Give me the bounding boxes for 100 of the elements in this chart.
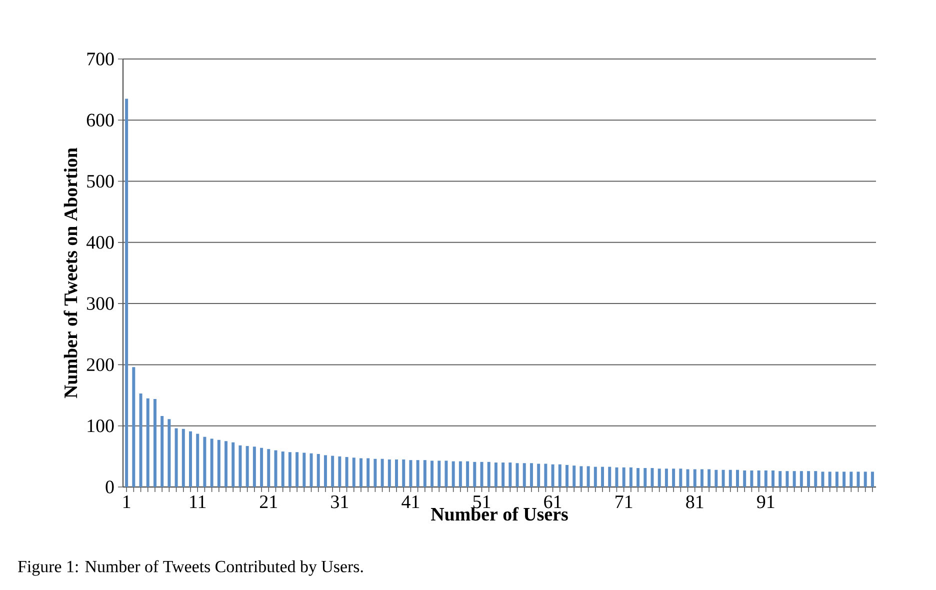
y-tick-label: 300 bbox=[87, 297, 114, 310]
bar bbox=[238, 445, 242, 487]
bar bbox=[296, 452, 299, 487]
bar bbox=[537, 464, 540, 487]
bar bbox=[395, 459, 398, 487]
bar bbox=[288, 452, 292, 487]
bar bbox=[345, 457, 348, 487]
bar bbox=[544, 464, 548, 487]
bar bbox=[558, 464, 562, 487]
bar bbox=[644, 468, 647, 487]
bar bbox=[416, 460, 420, 487]
bar bbox=[182, 428, 185, 487]
bar bbox=[586, 466, 590, 487]
x-tick-label: 81 bbox=[686, 496, 704, 508]
y-axis-title: Number of Tweets on Abortion bbox=[64, 148, 78, 398]
bar bbox=[821, 472, 824, 487]
bar bbox=[551, 464, 554, 487]
bar bbox=[338, 456, 342, 487]
bar bbox=[366, 458, 370, 487]
bar bbox=[864, 472, 867, 487]
bar bbox=[267, 449, 270, 487]
bar bbox=[260, 448, 264, 487]
bar bbox=[629, 467, 632, 487]
bar bbox=[487, 462, 490, 487]
bar bbox=[168, 419, 171, 487]
bar bbox=[870, 472, 874, 487]
bar bbox=[800, 471, 803, 487]
bar bbox=[331, 456, 334, 487]
bar bbox=[310, 453, 313, 487]
bar bbox=[402, 459, 406, 487]
y-tick-label: 400 bbox=[86, 236, 114, 249]
bar bbox=[160, 416, 164, 487]
bar bbox=[664, 468, 668, 487]
x-tick-label: 71 bbox=[616, 496, 632, 508]
bar bbox=[302, 452, 306, 487]
bar bbox=[814, 471, 818, 487]
bar bbox=[196, 434, 200, 487]
bar bbox=[125, 98, 128, 487]
bar bbox=[722, 470, 725, 487]
bar bbox=[757, 470, 760, 487]
bar bbox=[452, 461, 455, 487]
bar bbox=[324, 455, 327, 487]
bar bbox=[615, 467, 618, 487]
bar bbox=[601, 466, 604, 487]
bar bbox=[850, 472, 853, 487]
bar bbox=[522, 463, 526, 487]
bar bbox=[764, 470, 768, 487]
bar bbox=[842, 472, 846, 487]
bar bbox=[188, 431, 192, 487]
x-tick-label: 41 bbox=[402, 496, 420, 508]
y-tick-label: 0 bbox=[106, 480, 114, 494]
bar bbox=[281, 452, 284, 487]
bar bbox=[210, 438, 214, 487]
bar bbox=[423, 460, 426, 487]
caption: Figure 1: Number of Tweets Contributed by Users. bbox=[18, 560, 363, 576]
bar bbox=[352, 458, 356, 487]
x-tick-label: 21 bbox=[260, 496, 277, 508]
bar bbox=[835, 472, 838, 487]
y-tick-label: 100 bbox=[88, 419, 114, 432]
x-axis-title: Number of Users bbox=[431, 507, 568, 521]
bar bbox=[232, 442, 235, 487]
bar bbox=[217, 440, 220, 487]
bar bbox=[139, 393, 142, 487]
x-tick-label: 61 bbox=[544, 496, 562, 508]
bar bbox=[658, 468, 661, 487]
y-tick-label: 200 bbox=[86, 358, 114, 372]
bar bbox=[750, 470, 754, 487]
bar bbox=[508, 462, 512, 487]
bar bbox=[380, 458, 384, 487]
bar bbox=[700, 469, 704, 487]
bar bbox=[146, 398, 150, 487]
bar bbox=[565, 464, 568, 487]
bar bbox=[622, 467, 626, 487]
bar bbox=[772, 470, 775, 487]
bar bbox=[736, 470, 739, 487]
bar bbox=[708, 469, 711, 487]
bar bbox=[444, 460, 448, 487]
bar bbox=[466, 461, 470, 487]
bar bbox=[252, 446, 256, 487]
bar bbox=[786, 471, 789, 487]
bar bbox=[359, 458, 362, 487]
bar bbox=[409, 460, 412, 487]
bar bbox=[374, 458, 377, 487]
y-tick-label: 700 bbox=[87, 52, 114, 66]
bar bbox=[728, 470, 732, 487]
bar bbox=[650, 468, 654, 487]
bar bbox=[246, 446, 249, 487]
x-tick-label: 91 bbox=[757, 496, 774, 508]
bar bbox=[316, 454, 320, 487]
bar bbox=[438, 460, 441, 487]
bar bbox=[693, 469, 696, 487]
bar bbox=[679, 468, 682, 487]
bar bbox=[224, 441, 228, 487]
bar bbox=[828, 472, 832, 487]
bar bbox=[778, 471, 782, 487]
bar bbox=[743, 470, 746, 487]
bar bbox=[792, 471, 796, 487]
bar bbox=[458, 461, 462, 487]
bar bbox=[430, 460, 434, 487]
bar bbox=[594, 466, 597, 487]
